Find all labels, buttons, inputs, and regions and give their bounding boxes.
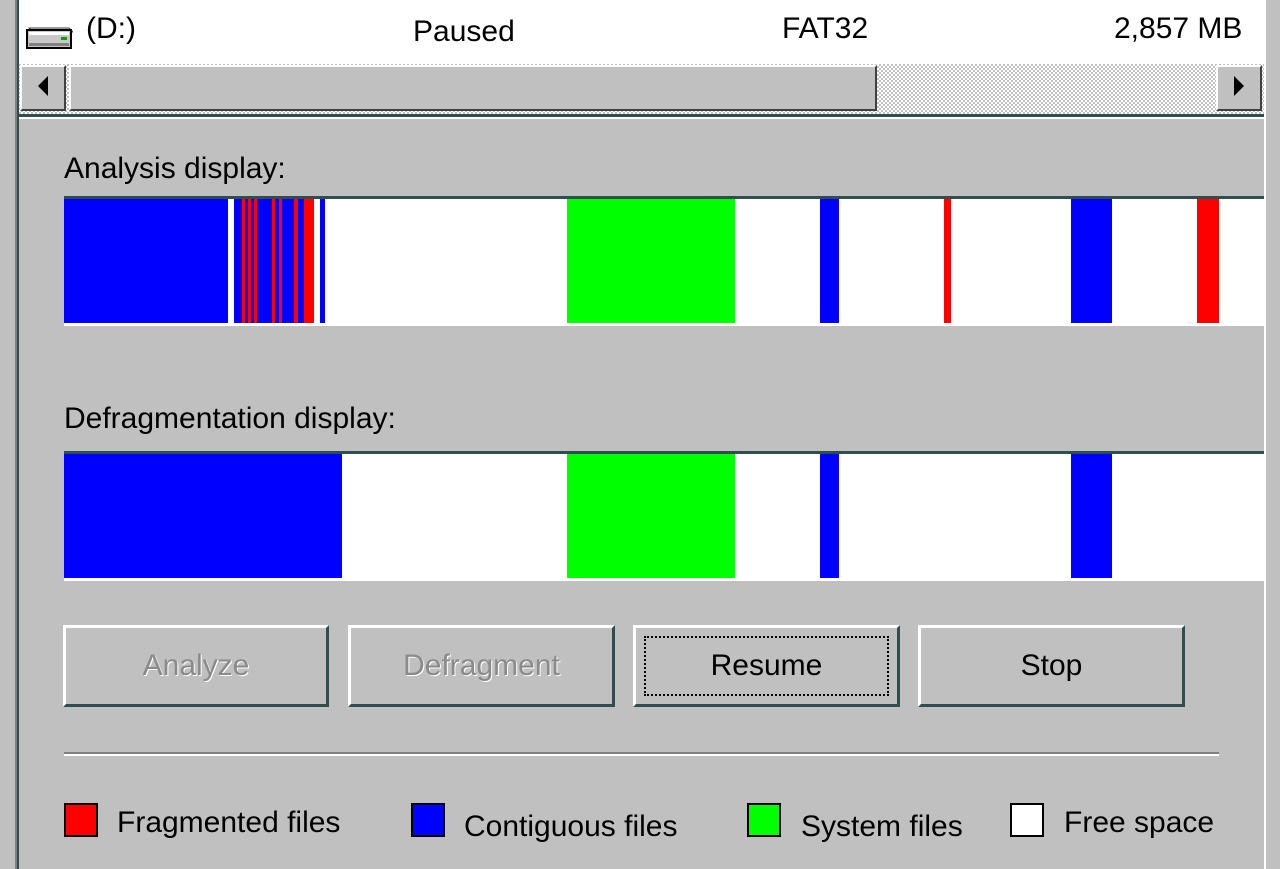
window-left-edge bbox=[17, 0, 19, 869]
fragmented-files-swatch bbox=[64, 803, 98, 837]
drive-file-system: FAT32 bbox=[782, 12, 869, 45]
window-right-border bbox=[1264, 0, 1280, 869]
contiguous-files-swatch bbox=[411, 803, 445, 837]
drive-status: Paused bbox=[413, 15, 515, 48]
fragment-stripe bbox=[242, 199, 245, 323]
defragment-button[interactable]: Defragment bbox=[348, 625, 615, 707]
contiguous-files-label: Contiguous files bbox=[464, 810, 678, 843]
contiguous-block bbox=[1071, 454, 1112, 578]
free-space-swatch bbox=[1010, 803, 1044, 837]
scroll-thumb[interactable] bbox=[69, 65, 877, 111]
contiguous-block bbox=[64, 199, 228, 323]
fragmented-block bbox=[1197, 199, 1219, 323]
system-block bbox=[567, 199, 735, 323]
analyze-button[interactable]: Analyze bbox=[63, 625, 329, 707]
resume-button[interactable]: Resume bbox=[633, 625, 900, 707]
fragmented-block bbox=[944, 199, 951, 323]
drive-name: (D:) bbox=[86, 12, 136, 45]
fragment-stripe bbox=[248, 199, 251, 323]
system-block bbox=[567, 454, 735, 578]
fragment-stripe bbox=[272, 199, 275, 323]
analysis-display bbox=[64, 196, 1264, 326]
arrow-right-icon bbox=[1232, 75, 1246, 102]
system-files-label: System files bbox=[801, 810, 963, 843]
arrow-left-icon bbox=[36, 75, 50, 102]
system-files-swatch bbox=[747, 803, 781, 837]
contiguous-block bbox=[820, 454, 839, 578]
defragmentation-display bbox=[64, 451, 1264, 581]
fragment-stripe bbox=[294, 199, 298, 323]
horizontal-scrollbar[interactable] bbox=[19, 64, 1264, 114]
contiguous-block bbox=[320, 199, 325, 323]
contiguous-block bbox=[820, 199, 839, 323]
defrag-display-label: Defragmentation display: bbox=[64, 402, 396, 435]
free-space-label: Free space bbox=[1064, 806, 1215, 839]
stop-button[interactable]: Stop bbox=[918, 625, 1185, 707]
fragment-stripe bbox=[254, 199, 257, 323]
drive-capacity: 2,857 MB bbox=[1114, 12, 1243, 45]
drive-list[interactable]: (D:) Paused FAT32 2,857 MB bbox=[19, 0, 1264, 64]
analysis-display-label: Analysis display: bbox=[64, 152, 286, 185]
resume-button-label: Resume bbox=[710, 649, 823, 682]
separator bbox=[64, 752, 1219, 756]
fragment-stripe bbox=[279, 199, 282, 323]
hard-drive-icon bbox=[25, 20, 75, 50]
contiguous-block bbox=[64, 454, 342, 578]
scroll-left-button[interactable] bbox=[20, 65, 66, 111]
contiguous-block bbox=[1071, 199, 1112, 323]
fragment-stripe bbox=[304, 199, 314, 323]
scroll-right-button[interactable] bbox=[1216, 65, 1262, 111]
fragmented-files-label: Fragmented files bbox=[117, 806, 341, 839]
window-left-border bbox=[0, 0, 17, 869]
